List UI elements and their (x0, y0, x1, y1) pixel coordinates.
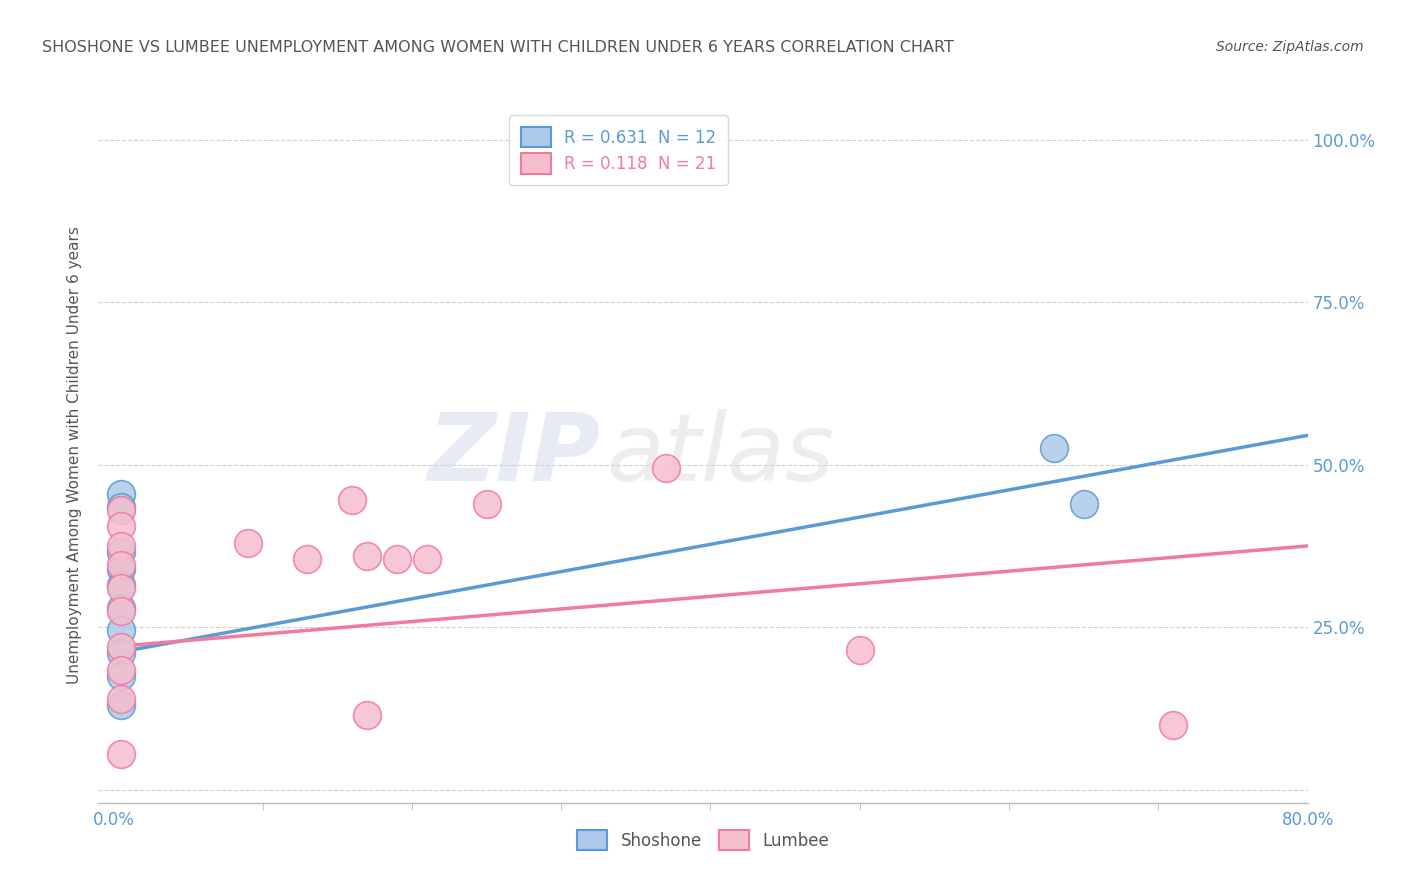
Point (110, 600, 132, 615)
Point (110, 519, 132, 533)
Point (110, 747, 132, 761)
Point (110, 624, 132, 638)
Text: SHOSHONE VS LUMBEE UNEMPLOYMENT AMONG WOMEN WITH CHILDREN UNDER 6 YEARS CORRELAT: SHOSHONE VS LUMBEE UNEMPLOYMENT AMONG WO… (42, 40, 955, 55)
Point (356, 708, 378, 723)
Text: atlas: atlas (606, 409, 835, 500)
Point (1073, 497, 1095, 511)
Point (236, 535, 259, 549)
Point (110, 646, 132, 660)
Point (340, 493, 363, 508)
Point (110, 581, 132, 595)
Point (110, 487, 132, 501)
Point (110, 558, 132, 573)
Point (416, 552, 439, 566)
Point (110, 669, 132, 683)
Y-axis label: Unemployment Among Women with Children Under 6 years: Unemployment Among Women with Children U… (67, 226, 83, 684)
Point (110, 503, 132, 517)
Point (110, 539, 132, 553)
Text: ZIP: ZIP (427, 409, 600, 501)
Point (110, 545, 132, 559)
Point (1161, 718, 1184, 732)
Text: Source: ZipAtlas.com: Source: ZipAtlas.com (1216, 40, 1364, 54)
Point (356, 549, 378, 563)
Point (110, 604, 132, 618)
Point (110, 500, 132, 514)
Point (110, 691, 132, 706)
Point (110, 578, 132, 592)
Point (110, 698, 132, 713)
Point (848, 643, 870, 657)
Point (297, 552, 319, 566)
Point (654, 461, 676, 475)
Point (110, 562, 132, 576)
Legend: Shoshone, Lumbee: Shoshone, Lumbee (571, 823, 835, 857)
Point (385, 552, 408, 566)
Point (475, 497, 498, 511)
Point (1043, 442, 1066, 456)
Point (110, 663, 132, 677)
Point (110, 640, 132, 654)
